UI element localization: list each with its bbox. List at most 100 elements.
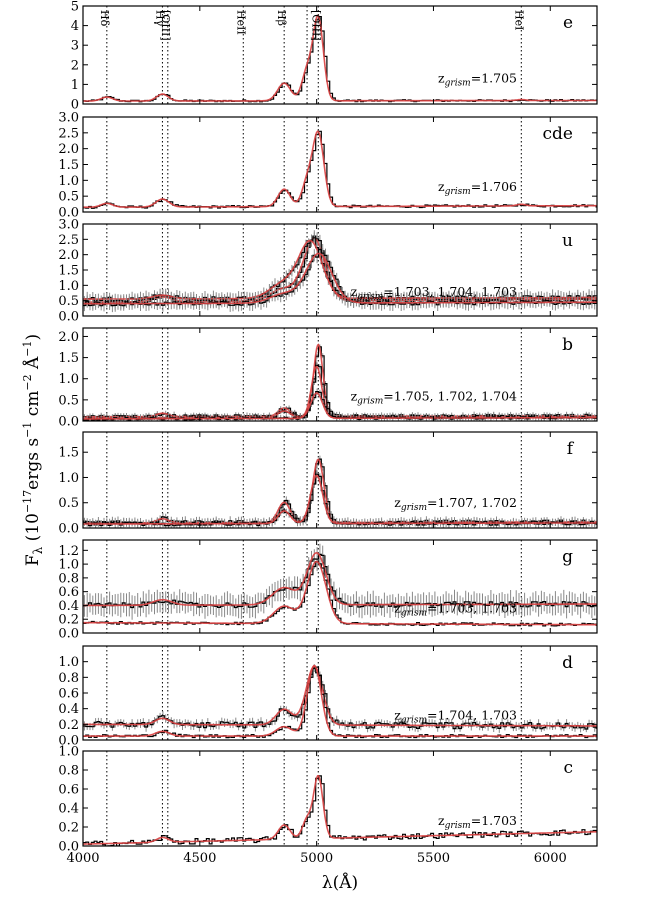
panel-d-zgrism-label: zgrism=1.704, 1.703 [394, 707, 517, 725]
panel-cde-ytick-label-0: 0.0 [58, 206, 79, 221]
panel-cde: 0.00.51.01.52.02.53.0 cde zgrism=1.706 [58, 111, 598, 221]
panel-f-ytick-label-3: 1.5 [58, 446, 79, 461]
panel-b-ytick-label-4: 2.0 [58, 330, 79, 345]
panel-f-model-0 [83, 458, 597, 524]
panel-e-ytick-label-5: 5 [71, 0, 79, 15]
panel-u-ytick-label-5: 2.5 [58, 233, 79, 248]
panel-f-letter: f [567, 439, 575, 459]
panel-u-ytick-label-0: 0.0 [58, 310, 79, 325]
panel-f-ytick-label-0: 0.0 [58, 522, 79, 537]
panel-c-model-0 [83, 774, 597, 845]
panel-f-spectrum-0 [83, 458, 597, 526]
panel-cde-letter: cde [543, 124, 573, 144]
emission-label-3: HeII [234, 10, 247, 35]
panel-f-plot [83, 432, 597, 528]
panel-f: 0.0 0.5 1.0 1.5 f zgrism=1.707, 1.702 [58, 431, 598, 537]
panel-c-ytick-label-1: 0.2 [58, 821, 79, 836]
panel-f-zgrism-label: zgrism=1.707, 1.702 [394, 495, 517, 513]
panel-u-model-2 [83, 252, 597, 305]
panel-cde-frame [82, 116, 598, 213]
panel-b-ytick-label-2: 1.0 [58, 372, 79, 387]
panel-c-frame [82, 750, 598, 847]
panel-g-zgrism-label: zgrism=1.703, 1.703 [394, 601, 517, 619]
panel-cde-spectrum-0 [83, 130, 597, 209]
panel-e-ytick-label-4: 4 [71, 19, 79, 34]
panel-g-ytick-label-1: 0.2 [58, 613, 79, 628]
panel-g-ytick-label-2: 0.4 [58, 599, 79, 614]
panel-b-ytick-label-3: 1.5 [58, 351, 79, 366]
panel-d-model-0 [83, 665, 597, 727]
xtick-label-0: 4000 [66, 851, 99, 866]
emission-label-6: [OIII] [309, 10, 322, 41]
panel-e-plot [83, 6, 597, 104]
panel-g-ytick-label-5: 1.0 [58, 558, 79, 573]
panel-b-model-1 [83, 365, 597, 419]
panel-d-spectrum-1 [83, 666, 597, 739]
panel-b-errorbars-0 [83, 344, 597, 421]
panel-c-letter: c [563, 758, 573, 778]
panel-u-letter: u [562, 231, 573, 251]
panel-c-zgrism-label: zgrism=1.703 [438, 813, 517, 831]
panel-g: 0.00.20.40.60.81.01.2 g zgrism=1.703, 1.70… [58, 539, 598, 642]
ylabel-lambda: λ [31, 546, 45, 554]
panel-f-model-1 [83, 474, 597, 525]
panel-u-plot [83, 224, 597, 316]
panel-e-model-0 [83, 14, 597, 102]
ylabel-exp1: −1 [21, 422, 34, 438]
xtick-label-4: 6000 [534, 851, 567, 866]
panel-g-frame [82, 539, 598, 634]
panel-cde-ytick-label-5: 2.5 [58, 126, 79, 141]
ylabel-exp17: −17 [21, 490, 34, 513]
panel-d-ytick-label-3: 0.6 [58, 687, 79, 702]
panel-d-model-1 [83, 664, 597, 737]
panel-cde-ytick-label-6: 3.0 [58, 111, 79, 126]
panel-d-ytick-label-2: 0.4 [58, 702, 79, 717]
panel-g-ytick-label-0: 0.0 [58, 627, 79, 642]
panel-b-ytick-label-1: 0.5 [58, 393, 79, 408]
panel-e-letter: e [563, 13, 573, 33]
panel-c-spectrum-0 [83, 775, 597, 846]
panel-e-zgrism-label: zgrism=1.705 [438, 70, 517, 88]
panel-e-frame [82, 5, 598, 105]
panel-cde-ytick-label-4: 2.0 [58, 142, 79, 157]
svg-text:Fλ (10−17ergs s−1 cm−2 Å−1): Fλ (10−17ergs s−1 cm−2 Å−1) [21, 334, 45, 566]
panel-cde-ytick-label-2: 1.0 [58, 174, 79, 189]
emission-label-0: Hδ [98, 10, 111, 27]
panel-e-ytick-label-3: 3 [71, 39, 79, 54]
panel-u-ytick-label-3: 1.5 [58, 264, 79, 279]
panel-b-plot [83, 328, 597, 421]
panel-b-model-0 [83, 343, 597, 418]
panel-e-ytick-label-0: 0 [71, 98, 79, 113]
panel-cde-ytick-label-1: 0.5 [58, 190, 79, 205]
panel-b-frame [82, 327, 598, 422]
panel-b-letter: b [562, 335, 573, 355]
panel-g-spectrum-1 [83, 561, 597, 627]
panel-g-letter: g [562, 547, 573, 567]
panel-u-zgrism-label: zgrism=1.703, 1.704, 1.703 [351, 284, 517, 302]
xtick-label-1: 4500 [183, 851, 216, 866]
panel-e-ytick-label-2: 2 [71, 58, 79, 73]
panel-cde-zgrism-label: zgrism=1.706 [438, 179, 517, 197]
panel-b-zgrism-label: zgrism=1.705, 1.702, 1.704 [351, 389, 517, 407]
y-axis-label: Fλ (10−17ergs s−1 cm−2 Å−1) [21, 334, 45, 566]
emission-label-1: Hγ [153, 10, 166, 27]
panel-g-ytick-label-4: 0.8 [58, 571, 79, 586]
emission-label-7: HeI [512, 10, 525, 30]
panel-c-ytick-label-4: 0.8 [58, 764, 79, 779]
xtick-label-3: 5500 [417, 851, 450, 866]
emission-label-4: Hβ [275, 10, 288, 26]
panel-g-plot [83, 540, 597, 633]
ylabel-ang: Å [22, 356, 43, 374]
panel-b-spectrum-0 [83, 346, 597, 419]
panel-cde-ytick-label-3: 1.5 [58, 158, 79, 173]
panel-b-ytick-label-0: 0.0 [58, 415, 79, 430]
panel-g-ytick-label-6: 1.2 [58, 544, 79, 559]
panel-cde-model-0 [83, 130, 597, 208]
panel-b: 0.0 0.5 1.0 1.5 2.0 b zgrism=1.705, 1.702, 1.7… [58, 327, 598, 430]
panel-u-ytick-label-2: 1.0 [58, 279, 79, 294]
panel-f-spectrum-1 [83, 473, 597, 527]
ylabel-exp2: −2 [21, 374, 34, 390]
